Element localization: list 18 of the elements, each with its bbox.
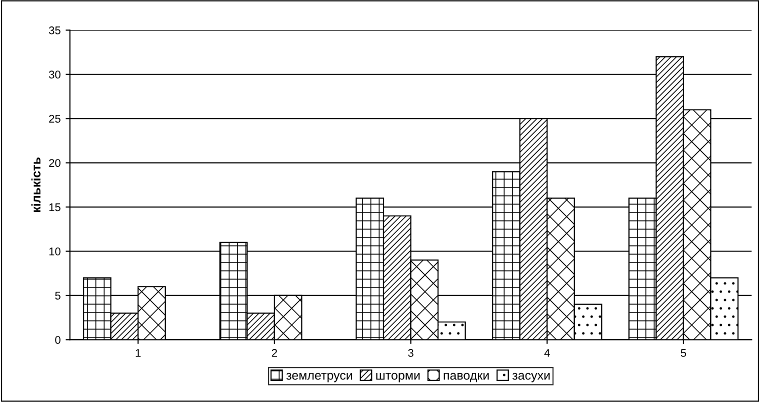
y-tick-label: 15: [49, 203, 60, 212]
y-tick-label: 20: [49, 159, 60, 167]
x-tick-label: 2: [272, 349, 277, 357]
legend-label: паводки: [444, 372, 489, 382]
y-axis-title: кількість: [31, 158, 41, 212]
legend-label: засухи: [512, 372, 550, 382]
x-tick-label: 1: [136, 349, 141, 357]
y-tick-label: 5: [55, 292, 60, 300]
legend-label: землетруси: [286, 372, 352, 382]
legend-label: шторми: [376, 372, 420, 382]
x-tick-label: 4: [544, 349, 550, 357]
y-tick-label: 0: [55, 336, 60, 344]
x-tick-label: 3: [408, 349, 414, 357]
y-tick-label: 25: [49, 114, 60, 123]
y-tick-label: 10: [49, 248, 60, 256]
y-tick-label: 35: [48, 26, 60, 34]
y-tick-label: 30: [48, 70, 60, 79]
x-tick-label: 5: [680, 349, 686, 357]
